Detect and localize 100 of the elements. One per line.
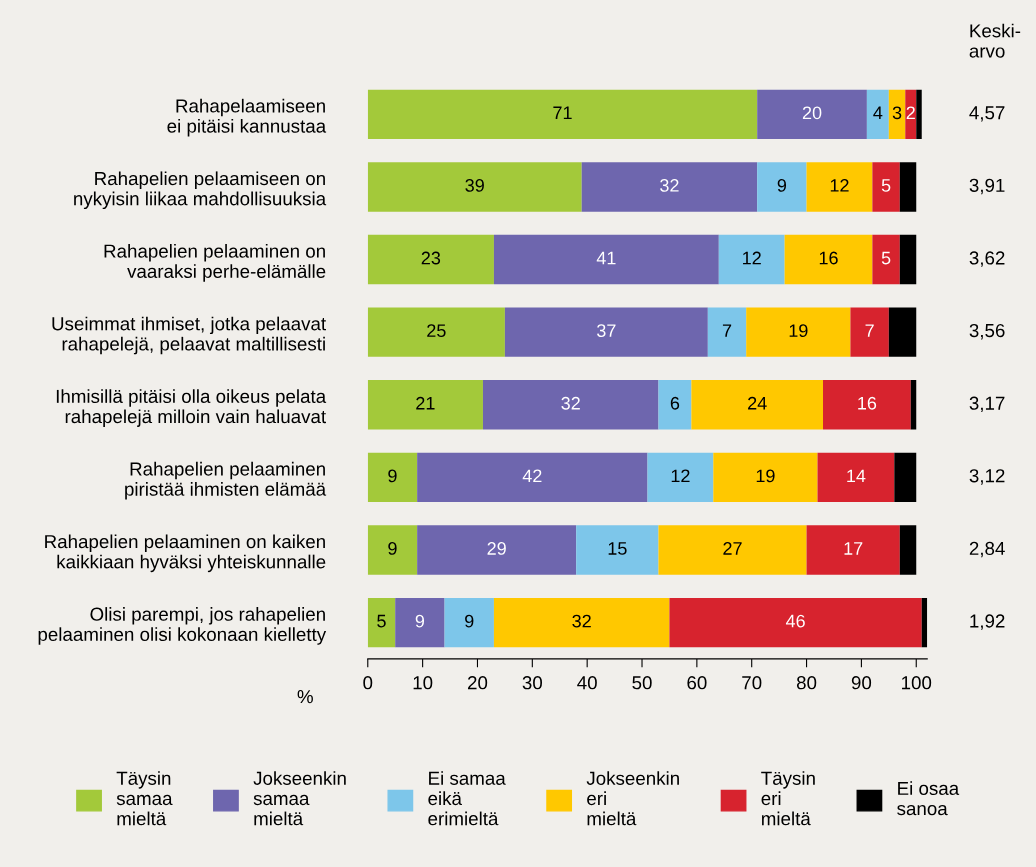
y-tick-label: Useimmat ihmiset, jotka pelaavat rahapelejä, pelaavat maltillisesti [52,316,326,355]
bar [910,380,917,430]
bar [757,162,807,212]
bar [493,234,719,285]
data-label: 32 [572,614,591,628]
data-label: 71 [553,106,572,119]
x-tick-label: 50 [632,676,652,690]
x-tick-label: 10 [413,676,433,690]
bar [482,380,659,430]
data-label: 9 [777,179,787,192]
bar [367,380,483,430]
data-label: 25 [427,324,446,338]
data-label: 19 [789,324,808,338]
bar [581,162,758,212]
bar [872,162,900,212]
bar [691,380,824,430]
data-label: 12 [830,179,849,192]
legend-label: Ei samaa eikä erimieltä [428,771,506,826]
bar [866,89,889,140]
data-label: 46 [785,614,805,628]
data-label: 20 [802,106,822,120]
text: Keski- arvo [969,23,1021,58]
data-label: 29 [487,542,506,555]
data-label: 24 [748,396,767,410]
bar [367,89,758,140]
data-label: 32 [660,179,679,192]
data-label: 3 [892,106,902,120]
data-label: 21 [416,396,435,410]
bar [367,307,505,357]
legend-label: Jokseenkin samaa mieltä [253,771,346,826]
text: 1,92 [970,614,1005,630]
bar [899,234,917,285]
bar [367,162,582,212]
bar [916,89,922,140]
y-tick-label: Rahapelien pelaaminen on kaiken kaikkiaan hyväksi yhteiskunnalle [45,534,326,573]
data-label: 6 [670,396,680,410]
bar [395,597,445,648]
data-label: 9 [415,614,425,628]
text: 4,57 [969,106,1005,122]
text: 3,91 [969,178,1005,195]
bar [850,307,889,357]
bar [493,597,670,648]
data-label: 16 [858,396,877,410]
x-tick-label: 30 [522,676,543,690]
x-tick-label: 40 [577,676,597,690]
bar [367,525,418,575]
bar [417,452,648,503]
data-label: 19 [756,469,775,483]
text: 3,17 [969,396,1005,413]
bar [707,307,747,357]
data-label: 2 [906,106,915,119]
bar [806,162,873,212]
bar [367,234,494,285]
legend-label: Täysin eri mieltä [761,771,815,826]
data-label: 39 [465,179,484,192]
bar [718,234,785,285]
data-label: 17 [844,542,863,555]
data-label: 12 [671,469,690,483]
data-label: 5 [881,179,891,192]
bar [647,452,714,503]
bar [817,452,895,503]
bar [504,307,708,357]
x-tick-label: 20 [467,676,488,690]
x-tick-label: 80 [796,676,817,690]
x-tick-label: 60 [687,676,707,690]
y-tick-label: Rahapelien pelaaminen piristää ihmisten elämää [125,461,327,500]
data-label: 41 [596,251,616,265]
data-label: 37 [597,324,616,338]
legend-label: Ei osaa sanoa [897,781,960,816]
data-label: 23 [421,251,441,265]
bar [823,380,911,430]
bar [784,234,873,285]
bar [905,89,917,140]
data-label: 7 [722,324,732,337]
data-label: 9 [388,542,397,555]
data-label: 16 [819,251,838,265]
y-tick-label: Rahapelaamiseen ei pitäisi kannustaa [167,98,327,137]
text: 2,84 [969,541,1005,558]
bar [417,525,577,575]
bar [888,307,917,357]
x-tick-label: 100 [902,676,932,690]
bar [921,597,928,648]
bar [444,597,494,648]
data-label: 12 [743,251,761,265]
text: 3,62 [969,251,1005,267]
bar [669,597,922,648]
bar [757,89,867,140]
legend-label: Täysin samaa mieltä [116,771,173,826]
bar [658,525,807,575]
y-tick-label: Rahapelien pelaaminen on vaaraksi perhe-elämälle [104,244,326,282]
bar [746,307,851,357]
data-label: 9 [388,469,397,483]
bar [367,452,418,503]
text: 3,56 [969,323,1005,340]
data-label: 42 [522,469,542,483]
data-label: 27 [723,542,742,555]
y-tick-label: Ihmisillä pitäisi olla oikeus pelata rahapelejä milloin vain haluavat [56,389,327,427]
bar [576,525,659,575]
legend-label: Jokseenkin eri mieltä [586,771,679,826]
data-label: 14 [847,469,866,483]
